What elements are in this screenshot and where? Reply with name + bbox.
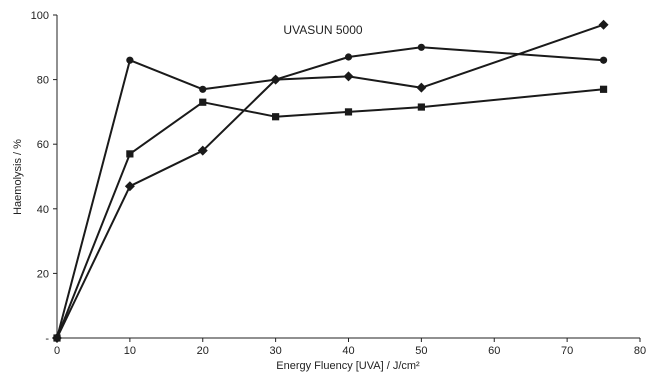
x-tick-label: 40 (342, 345, 354, 357)
data-point-diamond (52, 333, 62, 343)
series-line (56, 46, 604, 339)
data-point-diamond (197, 145, 208, 156)
y-tick-label: 40 (37, 204, 49, 216)
data-point-diamond (598, 19, 609, 30)
data-point-square (199, 98, 207, 106)
x-tick-label: 50 (415, 345, 427, 357)
data-point-circle (599, 56, 608, 64)
y-tick-label: 100 (31, 10, 49, 22)
series-circle (53, 43, 608, 342)
series-layer (52, 19, 609, 343)
x-axis-title: Energy Fluency [UVA] / J/cm² (276, 360, 420, 372)
data-point-circle (126, 56, 134, 64)
axes (56, 15, 640, 339)
x-tick-label: 30 (270, 345, 282, 357)
data-point-square (126, 150, 134, 158)
data-point-circle (199, 85, 207, 93)
data-point-square (344, 108, 353, 116)
data-point-diamond (343, 71, 354, 82)
x-tick-label: 10 (124, 345, 136, 357)
data-point-diamond (416, 82, 427, 93)
x-tick-label: 0 (54, 345, 60, 357)
x-tick-label: 70 (561, 345, 573, 357)
data-point-square (417, 103, 425, 111)
series-line (56, 23, 604, 339)
y-tick-label: 20 (37, 268, 49, 280)
series-diamond (52, 19, 609, 343)
series-square (53, 85, 608, 342)
data-point-square (272, 113, 280, 121)
x-tick-label: 20 (197, 345, 209, 357)
data-point-circle (417, 43, 425, 51)
data-point-circle (344, 53, 353, 61)
x-tick-label: 60 (488, 345, 500, 357)
x-ticks: 0 10 20 30 40 50 60 70 80 (54, 338, 646, 357)
x-tick-label: 80 (634, 345, 646, 357)
y-tick-label: - (45, 333, 49, 345)
y-axis-title: Haemolysis / % (12, 139, 24, 215)
data-point-diamond (270, 74, 281, 85)
y-tick-label: 80 (37, 75, 49, 87)
y-ticks: - 20 40 60 80 100 (31, 10, 57, 345)
series-line (56, 88, 604, 339)
data-point-diamond (124, 181, 135, 192)
y-tick-label: 60 (37, 139, 49, 151)
chart-title: UVASUN 5000 (283, 23, 362, 37)
data-point-square (599, 85, 608, 93)
